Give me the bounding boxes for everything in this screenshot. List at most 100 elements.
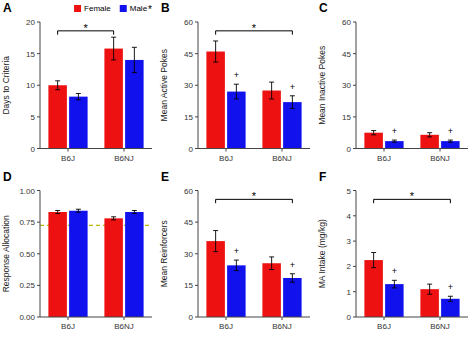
sex-difference-marker: + bbox=[234, 70, 239, 80]
y-axis-label: Mean Inactive Pokes bbox=[317, 46, 327, 125]
x-tick bbox=[384, 149, 385, 152]
panel: 0.000.250.500.751.00Response AllocationD… bbox=[1, 170, 152, 332]
y-tick-label: 45 bbox=[342, 50, 351, 59]
error-bar bbox=[269, 257, 274, 270]
y-tick-label: 1.00 bbox=[19, 187, 35, 196]
panel-label: D bbox=[3, 170, 12, 184]
panel: 015304560Mean ReinforcersEB6JB6NJ*++ bbox=[159, 170, 310, 332]
x-axis bbox=[356, 317, 468, 318]
error-bar bbox=[290, 274, 295, 282]
x-tick bbox=[124, 149, 125, 152]
bar bbox=[227, 92, 245, 149]
y-tick-label: 2 bbox=[347, 262, 352, 271]
y-tick-label: 3 bbox=[347, 237, 352, 246]
significance-label: * bbox=[252, 190, 257, 202]
y-tick-label: 15 bbox=[26, 50, 35, 59]
x-tick bbox=[124, 317, 125, 320]
error-bar bbox=[234, 84, 239, 99]
error-bar bbox=[76, 93, 81, 99]
x-tick bbox=[226, 149, 227, 152]
error-bar bbox=[111, 217, 116, 220]
bar bbox=[385, 284, 403, 317]
error-bar bbox=[55, 81, 60, 90]
plot-area bbox=[40, 209, 152, 317]
panel-label: B bbox=[161, 1, 170, 15]
bar bbox=[125, 60, 143, 149]
plot-area bbox=[206, 41, 301, 149]
sex-difference-marker: + bbox=[392, 266, 397, 276]
bar bbox=[104, 49, 122, 149]
y-tick-label: 0 bbox=[189, 313, 194, 322]
y-axis bbox=[198, 22, 199, 149]
bar bbox=[262, 263, 280, 317]
x-tick bbox=[68, 149, 69, 152]
sex-difference-marker: + bbox=[290, 82, 295, 92]
sex-difference-marker: + bbox=[290, 260, 295, 270]
sex-difference-marker: + bbox=[448, 282, 453, 292]
x-tick bbox=[282, 317, 283, 320]
background bbox=[0, 0, 474, 337]
error-bar bbox=[213, 41, 218, 62]
panel-label: F bbox=[319, 170, 326, 184]
x-tick-label: B6J bbox=[61, 322, 75, 331]
legend-label: Male bbox=[130, 4, 148, 13]
x-tick-label: B6J bbox=[377, 154, 391, 163]
y-tick-label: 0.00 bbox=[19, 313, 35, 322]
error-bar bbox=[427, 133, 432, 137]
x-tick-label: B6NJ bbox=[114, 154, 134, 163]
error-bar bbox=[111, 37, 116, 60]
plot-area bbox=[364, 131, 459, 149]
bar bbox=[206, 241, 224, 317]
y-axis-label: Mean Active Pokes bbox=[159, 49, 169, 121]
x-tick bbox=[226, 317, 227, 320]
error-bar bbox=[55, 210, 60, 213]
plot-area bbox=[48, 37, 143, 148]
y-tick-label: 45 bbox=[184, 218, 193, 227]
sex-difference-marker: + bbox=[234, 246, 239, 256]
error-bar bbox=[448, 140, 453, 142]
panel: 012345MA Intake (mg/kg)FB6JB6NJ*++ bbox=[317, 170, 468, 332]
error-bar bbox=[290, 96, 295, 109]
x-axis bbox=[198, 148, 310, 149]
bar bbox=[206, 52, 224, 149]
error-bar bbox=[427, 284, 432, 294]
sex-difference-marker: + bbox=[392, 126, 397, 136]
y-tick-label: 30 bbox=[342, 81, 351, 90]
y-tick-label: 0 bbox=[189, 145, 194, 154]
error-bar bbox=[132, 47, 137, 72]
y-tick-label: 60 bbox=[342, 18, 351, 27]
x-axis bbox=[40, 317, 152, 318]
y-axis bbox=[356, 22, 357, 149]
y-tick-label: 30 bbox=[184, 250, 193, 259]
error-bar bbox=[392, 280, 397, 288]
error-bar bbox=[76, 209, 81, 212]
x-tick bbox=[440, 317, 441, 320]
bar bbox=[283, 278, 301, 317]
bar bbox=[283, 102, 301, 148]
x-tick-label: B6J bbox=[377, 322, 391, 331]
y-tick-label: 15 bbox=[184, 281, 193, 290]
panel-label: A bbox=[3, 1, 12, 15]
panel: 05101520Days to CriteriaAB6JB6NJ*FemaleM… bbox=[1, 1, 152, 163]
y-tick-label: 4 bbox=[347, 212, 352, 221]
legend-swatch bbox=[74, 5, 81, 12]
y-tick-label: 0.75 bbox=[19, 218, 35, 227]
legend: FemaleMale* bbox=[74, 4, 152, 15]
y-tick-label: 15 bbox=[342, 113, 351, 122]
significance-label: * bbox=[252, 22, 257, 34]
significance-label: * bbox=[410, 190, 415, 202]
y-axis bbox=[356, 191, 357, 318]
x-axis bbox=[356, 148, 468, 149]
bar bbox=[48, 85, 66, 148]
x-tick bbox=[440, 149, 441, 152]
error-bar bbox=[448, 296, 453, 301]
legend-annotation: * bbox=[148, 4, 152, 15]
error-bar bbox=[213, 231, 218, 252]
figure: 05101520Days to CriteriaAB6JB6NJ*FemaleM… bbox=[0, 0, 474, 337]
error-bar bbox=[392, 140, 397, 142]
y-axis bbox=[198, 191, 199, 318]
y-tick-label: 0 bbox=[31, 145, 36, 154]
x-tick-label: B6NJ bbox=[272, 154, 292, 163]
bar bbox=[69, 97, 87, 149]
x-tick-label: B6NJ bbox=[430, 322, 450, 331]
